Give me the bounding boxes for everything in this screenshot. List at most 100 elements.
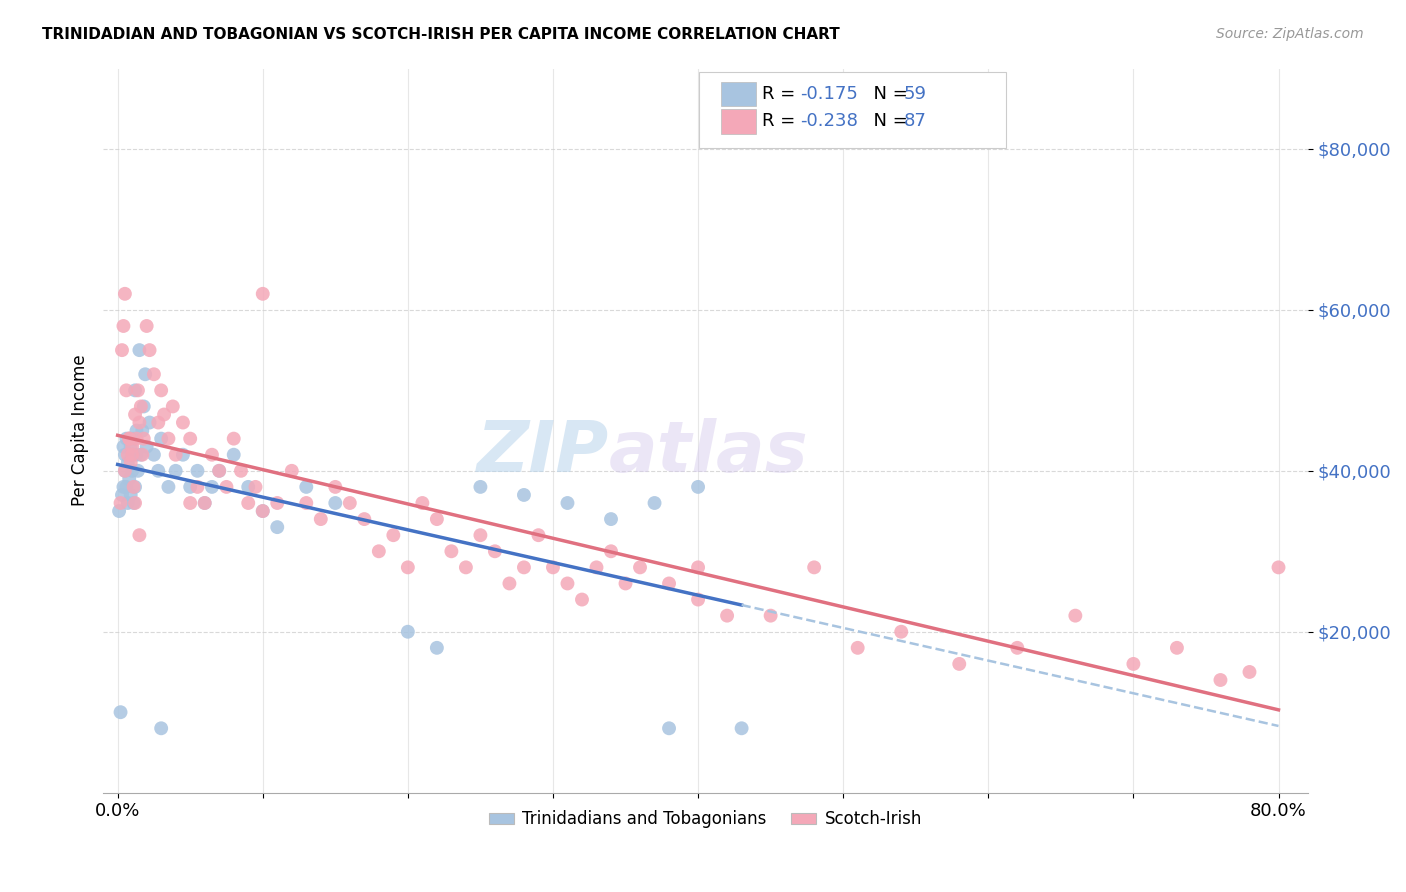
Point	[440, 544, 463, 558]
Point	[129, 400, 152, 414]
Point	[148, 464, 170, 478]
Point	[111, 343, 134, 358]
Point	[110, 496, 132, 510]
Point	[120, 440, 142, 454]
Point	[541, 560, 564, 574]
Point	[229, 464, 252, 478]
Text: N =: N =	[862, 85, 914, 103]
Point	[266, 496, 288, 510]
Point	[252, 504, 274, 518]
Text: Source: ZipAtlas.com: Source: ZipAtlas.com	[1216, 27, 1364, 41]
Point	[120, 488, 142, 502]
Point	[114, 464, 136, 478]
Text: -0.175: -0.175	[800, 85, 858, 103]
Point	[1007, 640, 1029, 655]
Point	[112, 440, 135, 454]
Point	[121, 448, 143, 462]
Point	[238, 496, 260, 510]
Point	[571, 592, 593, 607]
Point	[114, 286, 136, 301]
Point	[165, 464, 187, 478]
Point	[658, 576, 681, 591]
Point	[454, 560, 477, 574]
Point	[125, 424, 148, 438]
Text: R =: R =	[762, 85, 801, 103]
Y-axis label: Per Capita Income: Per Capita Income	[72, 355, 89, 507]
Point	[128, 416, 150, 430]
Point	[118, 432, 141, 446]
Point	[222, 432, 245, 446]
Point	[557, 576, 579, 591]
FancyBboxPatch shape	[721, 81, 756, 106]
Point	[150, 384, 173, 398]
Point	[121, 440, 143, 454]
Point	[846, 640, 869, 655]
Point	[396, 560, 419, 574]
Point	[157, 432, 180, 446]
Point	[194, 496, 217, 510]
Point	[252, 504, 274, 518]
Text: atlas: atlas	[609, 417, 808, 487]
Point	[115, 480, 138, 494]
Point	[186, 464, 208, 478]
Point	[1122, 657, 1144, 671]
Point	[686, 560, 709, 574]
Point	[118, 432, 141, 446]
Point	[179, 432, 201, 446]
Point	[131, 424, 153, 438]
Point	[367, 544, 389, 558]
Point	[470, 528, 492, 542]
Point	[194, 496, 217, 510]
Point	[157, 480, 180, 494]
Legend: Trinidadians and Tobagonians, Scotch-Irish: Trinidadians and Tobagonians, Scotch-Iri…	[482, 804, 929, 835]
Point	[121, 464, 143, 478]
Point	[165, 448, 187, 462]
Point	[124, 480, 146, 494]
Point	[172, 448, 194, 462]
Point	[730, 721, 752, 735]
Point	[124, 408, 146, 422]
Point	[1064, 608, 1087, 623]
Point	[127, 384, 149, 398]
Point	[396, 624, 419, 639]
Point	[411, 496, 433, 510]
Point	[138, 343, 160, 358]
Point	[803, 560, 825, 574]
Point	[470, 480, 492, 494]
Point	[295, 480, 318, 494]
Point	[484, 544, 506, 558]
Point	[127, 464, 149, 478]
Point	[585, 560, 607, 574]
Text: R =: R =	[762, 112, 801, 130]
Point	[179, 480, 201, 494]
Text: 59: 59	[904, 85, 927, 103]
Point	[644, 496, 666, 510]
Point	[948, 657, 970, 671]
Point	[118, 472, 141, 486]
Point	[323, 480, 346, 494]
Point	[179, 496, 201, 510]
Point	[1209, 673, 1232, 687]
Text: 87: 87	[904, 112, 927, 130]
Point	[125, 448, 148, 462]
Point	[129, 448, 152, 462]
Point	[150, 432, 173, 446]
Point	[1166, 640, 1188, 655]
Point	[600, 512, 623, 526]
Point	[128, 528, 150, 542]
Point	[759, 608, 782, 623]
FancyBboxPatch shape	[721, 109, 756, 134]
Point	[323, 496, 346, 510]
Point	[125, 432, 148, 446]
Point	[1267, 560, 1289, 574]
Point	[135, 440, 157, 454]
Point	[122, 496, 145, 510]
Point	[124, 384, 146, 398]
Point	[108, 504, 131, 518]
Point	[172, 416, 194, 430]
Point	[121, 448, 143, 462]
Point	[238, 480, 260, 494]
Point	[201, 448, 224, 462]
Point	[614, 576, 637, 591]
Point	[1239, 665, 1261, 679]
